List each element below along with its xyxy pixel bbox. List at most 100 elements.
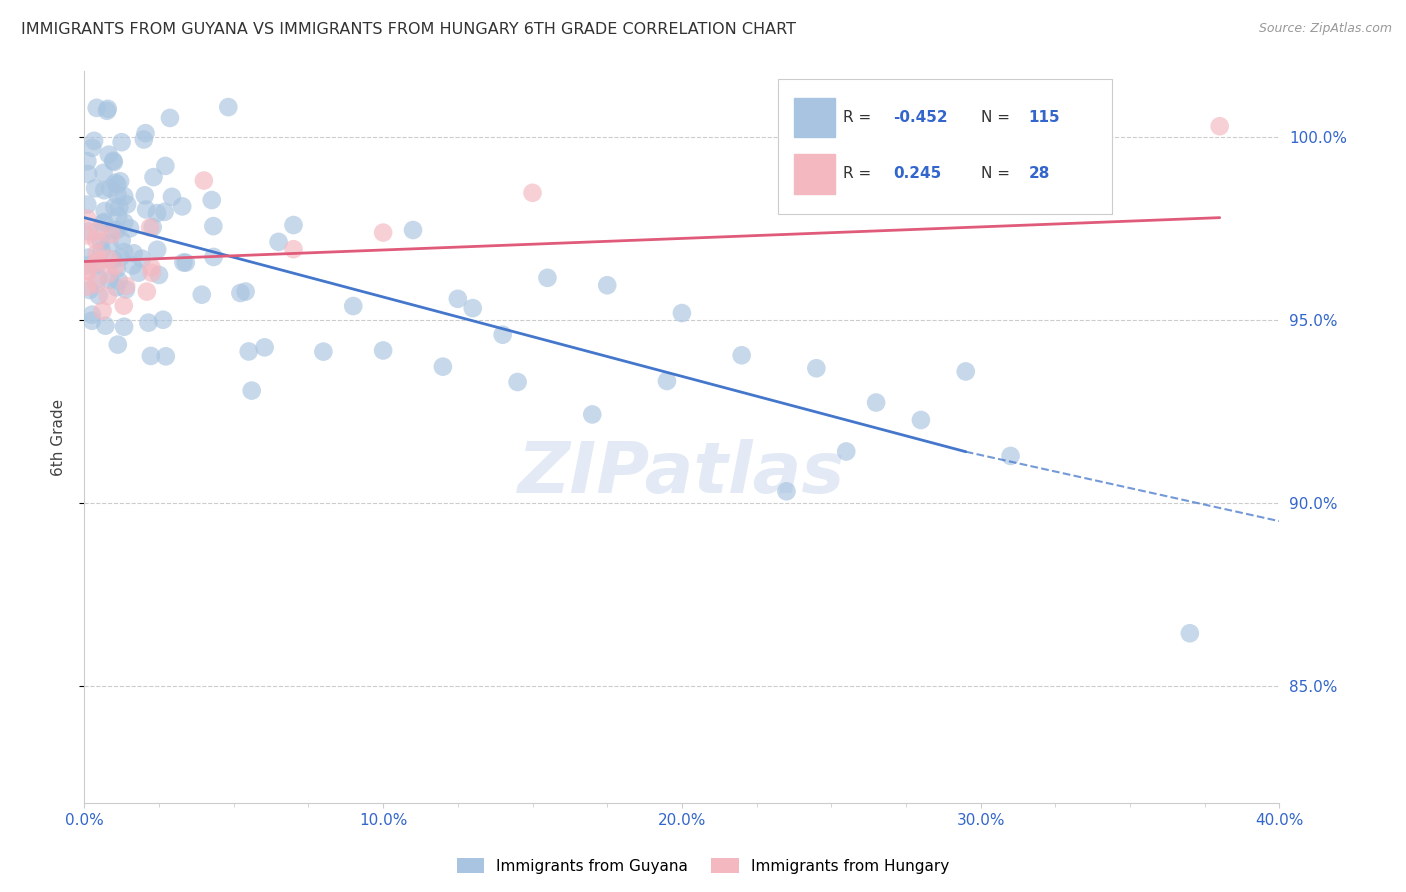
Point	[312, 344, 335, 359]
Text: ZIPatlas: ZIPatlas	[519, 439, 845, 508]
Point	[79, 283, 101, 297]
Point	[107, 188, 129, 202]
Text: 28: 28	[1028, 166, 1050, 181]
Point	[103, 200, 125, 214]
Point	[202, 250, 225, 264]
FancyBboxPatch shape	[778, 78, 1112, 214]
Point	[835, 444, 858, 458]
Point	[120, 221, 142, 235]
Point	[153, 204, 176, 219]
Point	[138, 316, 160, 330]
Point	[97, 102, 120, 116]
Point	[108, 174, 131, 188]
Point	[115, 197, 138, 211]
Point	[107, 337, 129, 351]
Point	[135, 285, 157, 299]
Point	[806, 361, 828, 376]
Point	[461, 301, 484, 315]
Point	[93, 166, 115, 180]
Point	[142, 220, 165, 235]
Point	[201, 193, 224, 207]
Point	[76, 211, 98, 226]
Point	[84, 277, 107, 291]
Point	[371, 343, 394, 358]
Point	[1178, 626, 1201, 640]
Point	[447, 292, 470, 306]
Point	[121, 259, 143, 273]
Point	[96, 103, 118, 118]
Point	[115, 279, 138, 293]
Point	[97, 289, 120, 303]
Point	[139, 220, 162, 235]
Point	[172, 199, 194, 213]
Point	[190, 287, 212, 301]
Point	[283, 218, 305, 232]
Point	[955, 364, 977, 378]
Text: N =: N =	[981, 110, 1015, 125]
Point	[193, 173, 215, 187]
Point	[432, 359, 454, 374]
Point	[172, 255, 194, 269]
Point	[82, 141, 104, 155]
Point	[76, 228, 98, 243]
Text: N =: N =	[981, 166, 1015, 181]
Point	[103, 155, 125, 169]
Point	[160, 190, 183, 204]
Point	[107, 210, 129, 224]
Point	[86, 246, 108, 260]
Point	[77, 167, 100, 181]
Text: IMMIGRANTS FROM GUYANA VS IMMIGRANTS FROM HUNGARY 6TH GRADE CORRELATION CHART: IMMIGRANTS FROM GUYANA VS IMMIGRANTS FRO…	[21, 22, 796, 37]
Point	[371, 226, 394, 240]
Point	[141, 260, 163, 275]
Point	[76, 258, 98, 272]
Point	[91, 303, 114, 318]
Point	[111, 234, 134, 248]
Point	[110, 251, 132, 265]
Point	[105, 280, 128, 294]
Point	[80, 314, 103, 328]
Point	[97, 147, 120, 161]
Point	[112, 189, 135, 203]
Point	[112, 299, 135, 313]
Point	[283, 242, 305, 256]
Point	[910, 413, 932, 427]
Point	[77, 264, 100, 278]
Point	[98, 236, 121, 251]
Point	[522, 186, 544, 200]
Point	[107, 178, 129, 192]
Point	[1000, 449, 1022, 463]
Point	[100, 227, 122, 242]
Point	[131, 252, 153, 266]
Y-axis label: 6th Grade: 6th Grade	[51, 399, 66, 475]
Point	[152, 312, 174, 326]
Text: -0.452: -0.452	[893, 110, 948, 125]
Legend: Immigrants from Guyana, Immigrants from Hungary: Immigrants from Guyana, Immigrants from …	[451, 852, 955, 880]
Point	[103, 153, 125, 168]
Point	[83, 134, 105, 148]
Text: 0.245: 0.245	[893, 166, 942, 181]
Point	[142, 170, 165, 185]
Point	[87, 271, 110, 285]
Point	[775, 484, 797, 499]
Point	[84, 233, 107, 247]
Point	[402, 223, 425, 237]
Point	[87, 252, 110, 267]
Point	[77, 225, 100, 239]
FancyBboxPatch shape	[794, 98, 835, 137]
Point	[217, 100, 239, 114]
Point	[84, 256, 107, 270]
Point	[93, 183, 115, 197]
Point	[87, 224, 110, 238]
Point	[104, 176, 127, 190]
Point	[91, 216, 114, 230]
Point	[135, 202, 157, 217]
Point	[139, 349, 162, 363]
Point	[76, 264, 98, 278]
Text: R =: R =	[844, 166, 876, 181]
Point	[87, 288, 110, 302]
Point	[97, 267, 120, 281]
Text: R =: R =	[844, 110, 876, 125]
Point	[536, 270, 558, 285]
Point	[103, 252, 125, 267]
Point	[581, 408, 603, 422]
